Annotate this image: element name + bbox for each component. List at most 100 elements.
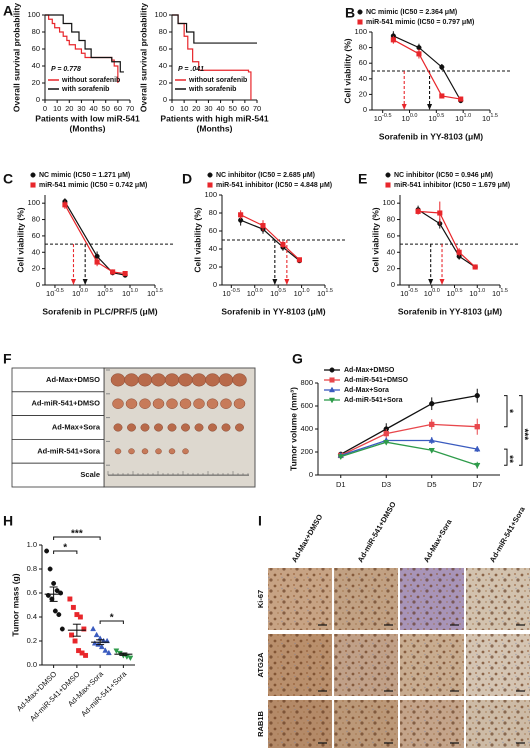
legend-label: NC mimic (IC50 = 1.271 μM) bbox=[39, 172, 130, 179]
x-tick-base: 10 bbox=[97, 289, 105, 298]
ihc-texture bbox=[268, 568, 332, 630]
y-tick-label: 40 bbox=[387, 247, 395, 256]
data-point bbox=[110, 269, 116, 275]
x-tick-base: 10 bbox=[294, 289, 302, 298]
y-tick-label: 100 bbox=[27, 198, 40, 207]
y-axis-title: Tumor mass (g) bbox=[10, 573, 20, 636]
data-point bbox=[416, 51, 422, 57]
data-point bbox=[280, 241, 286, 248]
data-point bbox=[474, 424, 480, 430]
y-tick-label: 80 bbox=[32, 27, 40, 36]
ihc-texture bbox=[400, 568, 464, 630]
x-tick-base: 10 bbox=[492, 289, 500, 298]
x-tick-exponent: 0.5 bbox=[279, 288, 287, 294]
series-line bbox=[340, 439, 478, 457]
tumor bbox=[125, 398, 138, 409]
x-tick-label: 10-0.5 bbox=[46, 288, 64, 298]
x-axis-title: Sorafenib in YY-8103 (μM) bbox=[221, 306, 325, 316]
y-tick-label: 0.6 bbox=[27, 588, 37, 597]
x-tick-label: 100.5 bbox=[97, 288, 113, 298]
legend-marker bbox=[385, 182, 391, 188]
tumor bbox=[193, 398, 205, 409]
significance-bracket bbox=[99, 620, 124, 624]
x-tick-exponent: 1.5 bbox=[325, 288, 333, 294]
tumor bbox=[182, 448, 189, 455]
ihc-texture bbox=[268, 634, 332, 696]
legend-label: with sorafenib bbox=[188, 86, 236, 93]
x-axis-title: Patients with low miR-541 bbox=[35, 113, 140, 123]
row-label: Ki-67 bbox=[256, 590, 265, 608]
legend-marker bbox=[30, 182, 36, 188]
y-tick-label: 0.8 bbox=[27, 564, 37, 573]
tumor bbox=[152, 398, 165, 409]
ic50-arrowhead bbox=[272, 279, 278, 285]
data-point bbox=[122, 270, 128, 277]
row-label: Ad-Max+DMSO bbox=[46, 375, 100, 384]
y-tick-label: 40 bbox=[32, 247, 40, 256]
y-tick-label: 0 bbox=[163, 95, 167, 104]
data-point bbox=[428, 436, 435, 443]
x-tick-label: 101.5 bbox=[317, 288, 333, 298]
significance-bracket bbox=[504, 395, 508, 428]
p-value: P = 0.778 bbox=[51, 66, 81, 73]
tumor bbox=[128, 448, 135, 455]
x-tick-exponent: 1.0 bbox=[302, 288, 310, 294]
tumor bbox=[233, 398, 246, 409]
x-tick-exponent: 0.5 bbox=[455, 288, 463, 294]
tumor bbox=[137, 373, 153, 387]
y-tick-label: 0.0 bbox=[27, 660, 37, 669]
x-tick-label: 101.0 bbox=[469, 288, 485, 298]
y-axis-title: Tumor volume (mm³) bbox=[288, 387, 298, 471]
fit-curve bbox=[240, 219, 300, 262]
tumor bbox=[194, 423, 204, 432]
fit-curve bbox=[393, 39, 461, 100]
column-header: Ad-Max+Sora bbox=[422, 517, 454, 564]
x-tick-label: 20 bbox=[65, 104, 73, 113]
tumor bbox=[140, 423, 150, 432]
column-header: Ad-Max+DMSO bbox=[290, 513, 325, 564]
x-tick-base: 10 bbox=[317, 289, 325, 298]
ihc-texture bbox=[334, 700, 398, 748]
x-tick-label: 50 bbox=[229, 104, 237, 113]
x-tick-label: 10-0.5 bbox=[222, 288, 240, 298]
x-tick-label: 100.5 bbox=[428, 113, 444, 123]
x-tick-exponent: 1.5 bbox=[500, 288, 508, 294]
x-tick-base: 10 bbox=[447, 289, 455, 298]
x-axis-title: (Months) bbox=[70, 123, 106, 133]
tumor bbox=[206, 398, 219, 409]
y-tick-label: 20 bbox=[387, 264, 395, 273]
data-point bbox=[94, 259, 100, 265]
x-tick-label: 100.0 bbox=[402, 113, 418, 123]
x-tick-base: 10 bbox=[270, 289, 278, 298]
y-tick-label: 40 bbox=[32, 61, 40, 70]
panel-letter: E bbox=[358, 171, 367, 187]
data-point bbox=[102, 647, 109, 653]
tumor bbox=[154, 423, 163, 432]
x-tick-base: 10 bbox=[72, 289, 80, 298]
data-point bbox=[383, 439, 390, 446]
data-point bbox=[337, 454, 344, 461]
y-tick-label: 100 bbox=[27, 10, 40, 19]
y-tick-label: 80 bbox=[209, 208, 217, 217]
fit-curve bbox=[64, 204, 126, 275]
y-tick-label: 0.2 bbox=[27, 636, 37, 645]
data-point bbox=[127, 655, 134, 662]
y-tick-label: 40 bbox=[159, 61, 167, 70]
data-point bbox=[94, 253, 100, 259]
x-tick-label: 0 bbox=[43, 104, 47, 113]
tumor bbox=[155, 448, 162, 455]
data-point bbox=[67, 596, 73, 602]
data-point bbox=[91, 640, 98, 646]
panel-letter: D bbox=[182, 171, 192, 187]
panel-letter: I bbox=[258, 513, 262, 529]
y-tick-label: 1.0 bbox=[27, 540, 37, 549]
data-point bbox=[83, 652, 89, 658]
tumor bbox=[179, 398, 192, 409]
panel-letter: B bbox=[345, 5, 355, 21]
legend-label: NC inhibitor (IC50 = 0.946 μM) bbox=[394, 172, 493, 179]
data-point bbox=[474, 393, 480, 399]
y-tick-label: 80 bbox=[32, 215, 40, 224]
x-tick-label: 50 bbox=[102, 104, 110, 113]
data-point bbox=[415, 208, 421, 214]
x-tick-base: 10 bbox=[469, 289, 477, 298]
